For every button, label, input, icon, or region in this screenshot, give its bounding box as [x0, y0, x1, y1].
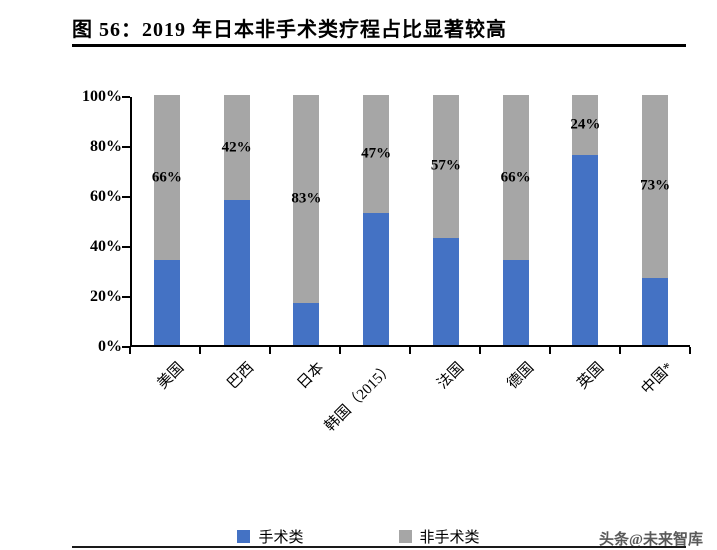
bar-segment-surgical [363, 212, 390, 345]
bar-segment-non-surgical: 66% [500, 95, 531, 260]
bar-segment-non-surgical: 73% [640, 95, 671, 278]
bar-column: 66% [500, 95, 531, 345]
y-axis-tick-label: 0% [98, 338, 122, 355]
legend-swatch-surgical [237, 530, 251, 543]
y-axis-tick-mark [122, 296, 130, 298]
data-label: 47% [361, 145, 392, 162]
x-axis-label-text: 美国 [154, 359, 188, 393]
x-axis-label-text: 法国 [434, 359, 468, 393]
bar-segment-surgical [642, 277, 669, 345]
bar-column: 24% [570, 95, 601, 345]
data-label: 73% [640, 177, 671, 194]
data-label: 83% [291, 190, 322, 207]
x-axis-tick-mark [479, 347, 481, 354]
x-axis-label-text: 日本 [294, 359, 328, 393]
x-axis-label-text: 韩国（2015） [322, 359, 398, 435]
x-axis-label-text: 中国* [639, 359, 678, 398]
x-axis-tick-mark [339, 347, 341, 354]
x-axis-label-text: 英国 [574, 359, 608, 393]
bar-column: 42% [221, 95, 252, 345]
bar-segment-non-surgical: 57% [430, 95, 461, 238]
bar-segment-non-surgical: 83% [291, 95, 322, 303]
bar-segment-surgical [223, 200, 250, 345]
bar-segment-non-surgical: 42% [221, 95, 252, 200]
y-axis-tick-label: 80% [90, 138, 122, 155]
y-axis-tick-mark [122, 246, 130, 248]
legend-label-surgical: 手术类 [258, 530, 304, 546]
y-axis-tick-label: 40% [90, 238, 122, 255]
bar-segment-non-surgical: 47% [361, 95, 392, 213]
x-axis-tick-mark [199, 347, 201, 354]
bar-column: 66% [151, 95, 182, 345]
x-axis-tick-mark [269, 347, 271, 354]
data-label: 66% [500, 169, 531, 185]
data-label: 57% [430, 157, 461, 174]
legend-item-surgical: 手术类 [237, 526, 304, 547]
bar-segment-non-surgical: 66% [151, 95, 182, 260]
bar-column: 83% [291, 95, 322, 345]
legend-swatch-non-surgical [398, 530, 412, 543]
bar-column: 57% [430, 95, 461, 345]
bar-column: 73% [640, 95, 671, 345]
bar-segment-surgical [293, 302, 320, 345]
y-axis-tick-label: 60% [90, 188, 122, 205]
x-axis-label-text: 德国 [504, 359, 538, 393]
legend-item-non-surgical: 非手术类 [398, 526, 480, 547]
y-axis-tick-label: 100% [82, 88, 122, 105]
y-axis-tick-mark [122, 96, 130, 98]
watermark: 头条@未来智库 [599, 532, 703, 548]
x-axis-tick-mark [689, 347, 691, 354]
x-axis-label-text: 巴西 [224, 359, 258, 393]
x-axis-tick-mark [129, 347, 131, 354]
x-axis-tick-mark [619, 347, 621, 354]
bar-segment-surgical [153, 260, 180, 345]
x-axis-tick-mark [549, 347, 551, 354]
legend-label-non-surgical: 非手术类 [419, 530, 480, 546]
y-axis-tick-label: 20% [90, 288, 122, 305]
x-axis-tick-mark [409, 347, 411, 354]
chart-legend: 手术类 非手术类 [0, 526, 717, 547]
title-underline [72, 44, 686, 47]
data-label: 24% [570, 116, 601, 133]
y-axis-tick-mark [122, 146, 130, 148]
bar-segment-surgical [572, 155, 599, 345]
bar-column: 47% [361, 95, 392, 345]
y-axis-tick-mark [122, 196, 130, 198]
plot-area: 66% 42% 83% 47% 57% 66% 24% 73% [130, 95, 690, 347]
data-label: 42% [221, 139, 252, 155]
y-axis-tick-mark [122, 346, 130, 348]
bar-segment-surgical [432, 237, 459, 345]
figure-title: 图 56：2019 年日本非手术类疗程占比显著较高 [72, 19, 507, 41]
page-bottom-rule [72, 546, 686, 548]
bar-segment-surgical [502, 260, 529, 345]
data-label: 66% [151, 169, 182, 185]
bar-segment-non-surgical: 24% [570, 95, 601, 155]
